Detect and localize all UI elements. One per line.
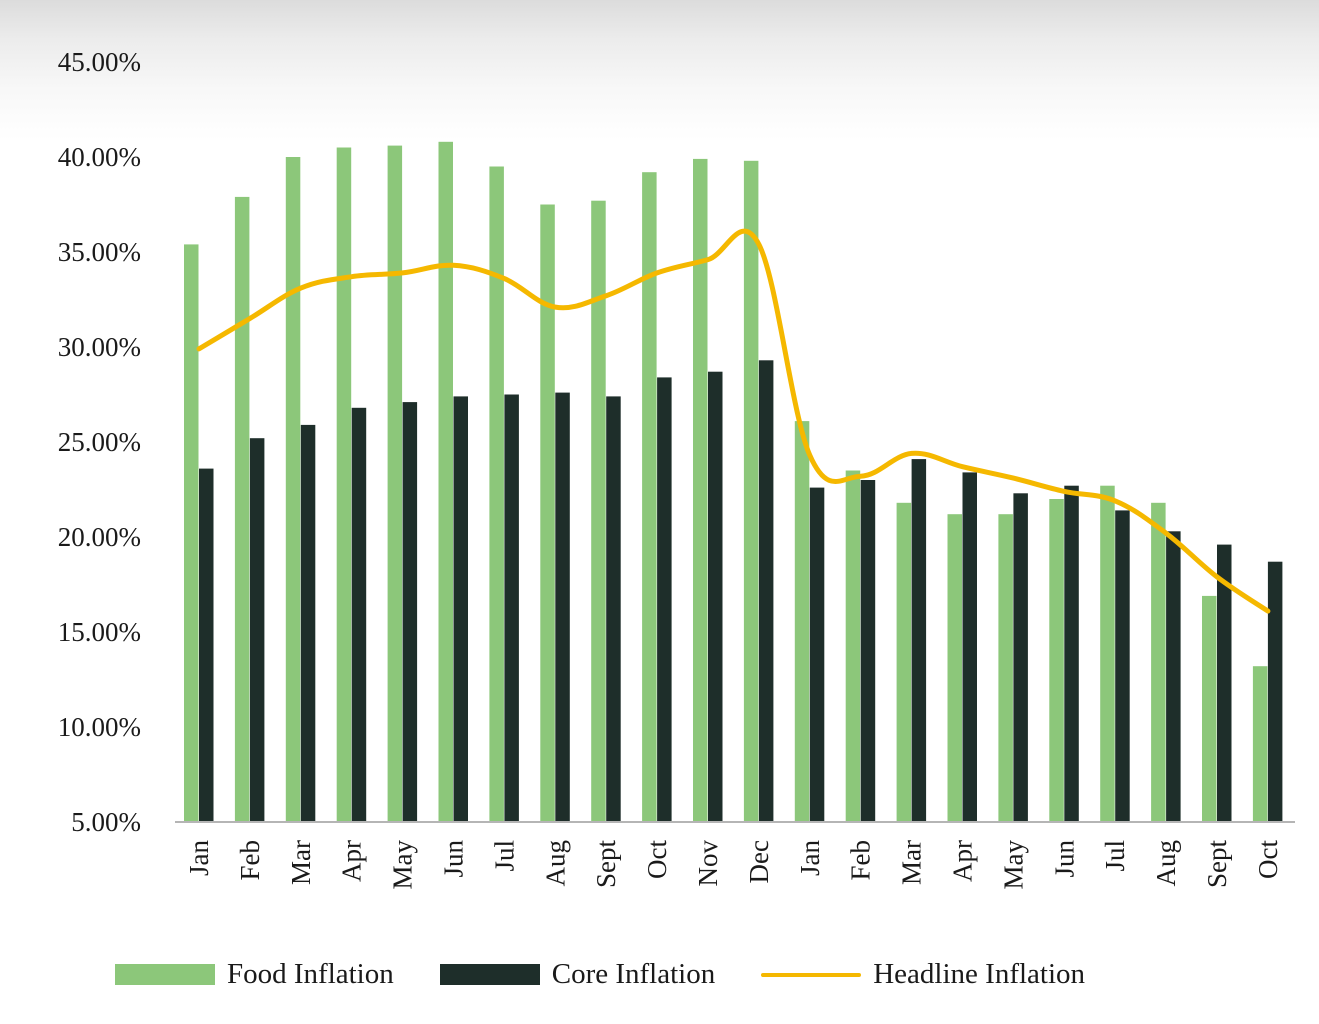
- legend: Food Inflation Core Inflation Headline I…: [115, 958, 1131, 991]
- x-tick-label: Oct: [642, 840, 672, 879]
- food-inflation-bar: [693, 158, 708, 822]
- food-inflation-bar: [540, 204, 555, 822]
- core-inflation-bar: [1166, 531, 1181, 822]
- y-axis: 5.00% 10.00% 15.00% 20.00% 25.00% 30.00% 35.00…: [58, 47, 141, 837]
- core-inflation-bar: [911, 459, 927, 822]
- x-tick-label: Aug: [540, 840, 570, 887]
- x-tick-label: Oct: [1253, 840, 1283, 879]
- core-inflation-bar: [249, 438, 265, 822]
- x-tick-label: Mar: [897, 840, 927, 885]
- food-inflation-bar: [896, 502, 912, 822]
- legend-label-food: Food Inflation: [227, 958, 394, 990]
- core-inflation-bar: [1267, 561, 1283, 822]
- food-inflation-bar: [591, 200, 606, 822]
- y-tick-label: 25.00%: [58, 427, 141, 457]
- food-inflation-bar: [743, 160, 759, 823]
- core-inflation-bar: [962, 472, 977, 822]
- x-tick-label: Jun: [1049, 840, 1079, 878]
- legend-label-core: Core Inflation: [551, 958, 716, 990]
- x-tick-label: Jun: [439, 840, 469, 878]
- x-tick-label: Jul: [1100, 840, 1130, 872]
- food-inflation-bar: [489, 166, 504, 822]
- x-tick-label: Feb: [235, 840, 265, 881]
- food-inflation-bar: [234, 196, 250, 822]
- legend-swatch-food: [115, 964, 215, 985]
- headline-inflation-line: [196, 228, 1271, 614]
- x-tick-label: Jul: [489, 840, 519, 872]
- y-tick-label: 35.00%: [58, 237, 141, 267]
- food-inflation-bar: [438, 141, 453, 823]
- y-tick-label: 30.00%: [58, 332, 141, 362]
- core-inflation-bar: [300, 424, 316, 822]
- x-tick-label: Aug: [1151, 840, 1181, 887]
- food-inflation-bar: [1202, 595, 1217, 822]
- legend-label-headline: Headline Inflation: [873, 958, 1086, 990]
- food-inflation-bar: [642, 172, 657, 822]
- legend-swatch-headline: [761, 972, 862, 977]
- x-tick-label: Sept: [591, 840, 621, 889]
- core-inflation-bar: [809, 487, 825, 822]
- core-inflation-bar: [1217, 544, 1232, 822]
- x-tick-label: Jan: [795, 840, 825, 876]
- x-tick-label: May: [388, 840, 418, 890]
- food-inflation-bar: [845, 470, 861, 822]
- core-inflation-bar: [555, 392, 570, 822]
- food-inflation-bar: [947, 514, 962, 822]
- food-inflation-bar: [794, 421, 810, 822]
- core-inflation-bar: [199, 468, 214, 822]
- x-tick-label: Sept: [1202, 840, 1232, 889]
- y-tick-label: 15.00%: [58, 617, 141, 647]
- x-tick-label: Apr: [337, 840, 367, 882]
- core-inflation-bar: [1013, 493, 1028, 822]
- food-inflation-bar: [387, 145, 403, 823]
- x-tick-label: Dec: [744, 840, 774, 883]
- core-inflation-bar: [1064, 485, 1079, 822]
- y-tick-label: 5.00%: [71, 807, 141, 837]
- food-inflation-bar: [285, 157, 301, 822]
- core-inflation-bar: [351, 407, 367, 822]
- food-inflation-bar: [1049, 499, 1064, 822]
- food-inflation-bar: [998, 514, 1013, 822]
- legend-swatch-core: [439, 964, 540, 985]
- x-tick-label: Apr: [948, 840, 978, 882]
- food-inflation-bar: [1100, 485, 1115, 822]
- bars: [184, 141, 1283, 823]
- core-inflation-bar: [453, 396, 468, 822]
- x-tick-label: Jan: [184, 840, 214, 876]
- core-inflation-bar: [402, 402, 418, 822]
- y-tick-label: 10.00%: [58, 712, 141, 742]
- core-inflation-bar: [708, 371, 723, 822]
- x-tick-label: May: [998, 840, 1028, 890]
- x-tick-label: Mar: [286, 840, 316, 885]
- y-tick-label: 40.00%: [58, 142, 141, 172]
- core-inflation-bar: [606, 396, 621, 822]
- core-inflation-bar: [1115, 510, 1130, 822]
- y-tick-label: 45.00%: [58, 47, 141, 77]
- core-inflation-bar: [504, 394, 519, 822]
- food-inflation-bar: [1151, 502, 1166, 822]
- x-tick-label: Nov: [693, 840, 723, 887]
- x-axis: Jan Feb Mar Apr May Jun Jul Aug Sept Oct Nov Dec Jan…: [184, 840, 1283, 890]
- core-inflation-bar: [758, 360, 774, 822]
- food-inflation-bar: [184, 244, 199, 822]
- core-inflation-bar: [657, 377, 672, 822]
- x-tick-label: Feb: [846, 840, 876, 881]
- legend-item-food: Food Inflation: [115, 958, 394, 991]
- y-tick-label: 20.00%: [58, 522, 141, 552]
- legend-item-core: Core Inflation: [439, 958, 716, 991]
- food-inflation-bar: [336, 147, 352, 822]
- food-inflation-bar: [1252, 666, 1268, 822]
- legend-item-headline: Headline Inflation: [761, 958, 1085, 991]
- core-inflation-bar: [860, 480, 876, 822]
